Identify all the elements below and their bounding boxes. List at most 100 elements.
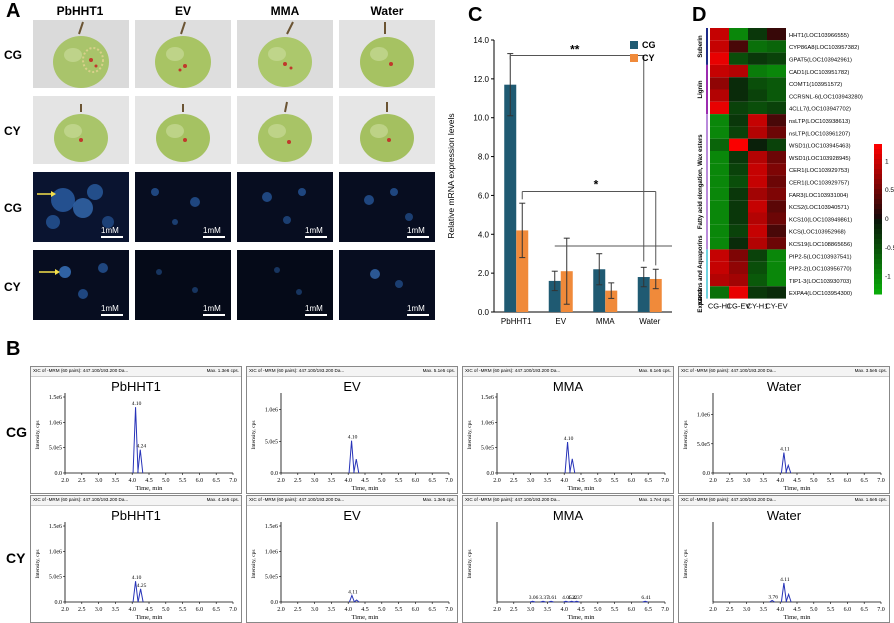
heatmap-cell [767, 286, 786, 299]
heatmap-cell [729, 212, 748, 225]
x-tick-label: 3.5 [112, 607, 120, 613]
panel-a-col-ev: EV [174, 4, 191, 18]
heatmap-cell [748, 114, 767, 127]
gene-label: KCS10(LOC103949861) [789, 217, 852, 223]
bar-cg [637, 277, 650, 312]
heatmap-cell [710, 237, 729, 250]
y-tick-label: 0.0 [271, 471, 279, 477]
heatmap-cell [729, 89, 748, 102]
heatmap-cell [767, 64, 786, 78]
heatmap-cell [729, 101, 748, 115]
colorbar-segment [874, 169, 882, 175]
y-axis-label: Intensity, cps [251, 421, 257, 450]
x-tick-label: 5.0 [810, 607, 818, 613]
apple-photo-cg-ev [135, 20, 231, 88]
heatmap-cell [748, 249, 767, 262]
x-tick-label: 3.0 [311, 478, 319, 484]
heatmap-cell [767, 138, 786, 151]
x-tick-label: 4.5 [577, 478, 585, 484]
apple-photo-cy-water [339, 96, 435, 164]
colorbar-segment [874, 219, 882, 225]
legend-swatch-cy [630, 54, 638, 62]
xic-label: XIC of -MRM (60 pairs): 447.100/193.200 … [33, 368, 129, 373]
group-label: Fatty acid elongation, Wax esters [698, 134, 704, 229]
x-tick-label: 5.5 [395, 607, 403, 613]
x-tick-label: 4.5 [577, 607, 585, 613]
gene-label: KCS19(LOC108865656) [789, 242, 852, 248]
colorbar-tick-label: 1 [885, 158, 889, 165]
heatmap-cell [748, 237, 767, 250]
heatmap-cell [729, 114, 748, 127]
x-tick-label: 5.0 [810, 478, 818, 484]
x-tick-label: 7.0 [445, 478, 453, 484]
y-tick-label: 1.0e6 [49, 420, 62, 426]
gene-label: FAR3(LOC103931004) [789, 193, 848, 199]
chromatogram-peak [353, 599, 360, 603]
fluorescence-photo-cg-ev: 1mM [135, 172, 231, 242]
x-tick-label: 6.0 [196, 607, 204, 613]
colorbar-segment [874, 249, 882, 255]
group-label: Expansins and Aquaporins [698, 235, 704, 313]
scale-bar: 1mM [407, 304, 429, 316]
x-tick-label: 4.5 [793, 607, 801, 613]
x-tick-label: 2.5 [78, 478, 86, 484]
colorbar-tick-label: -1 [885, 274, 891, 281]
x-tick-label: 2.0 [709, 607, 717, 613]
heatmap-cell [729, 40, 748, 53]
chromatogram-title: EV [343, 379, 361, 394]
x-tick-label: 6.0 [412, 607, 420, 613]
peak-label: 6.41 [641, 595, 651, 601]
chromatogram-header: XIC of -MRM (60 pairs): 447.100/193.200 … [679, 367, 889, 377]
x-axis-label: Time, min [352, 485, 380, 492]
heatmap-cell [710, 286, 729, 299]
colorbar-segment [874, 184, 882, 190]
y-tick-label: 1.5e6 [481, 395, 494, 401]
chromatogram-peak [564, 442, 571, 474]
chromatogram-mma-cg: XIC of -MRM (60 pairs): 447.100/193.200 … [462, 366, 674, 494]
x-tick-label: 6.0 [412, 478, 420, 484]
panel-b-row-cg: CG [6, 424, 27, 440]
x-tick-label: 5.5 [611, 478, 619, 484]
x-axis-label: Time, min [136, 614, 164, 621]
scale-bar: 1mM [203, 304, 225, 316]
chromatogram-peak [548, 600, 554, 603]
y-tick-label: 12.0 [473, 75, 489, 84]
gene-label: CAD1(LOC103951782) [789, 70, 849, 76]
x-tick-label: 2.0 [277, 607, 285, 613]
max-label: Max. 5.1e5 cps. [422, 368, 455, 373]
y-tick-label: 2.0 [478, 269, 490, 278]
gene-label: CER1(LOC103929757) [789, 180, 849, 186]
heatmap-cell [748, 200, 767, 213]
heatmap-cell [748, 274, 767, 287]
y-tick-label: 0.0 [703, 471, 711, 477]
heatmap-cell [748, 101, 767, 115]
bar-cy [516, 230, 529, 312]
max-label: Max. 1.6e5 cps. [854, 497, 887, 502]
chromatogram-peak [540, 600, 546, 603]
heatmap-cell [767, 28, 786, 41]
colorbar-segment [874, 269, 882, 275]
y-tick-label: 1.5e6 [49, 395, 62, 401]
heatmap-cell [710, 175, 729, 188]
x-tick-label: 7.0 [661, 607, 669, 613]
chromatogram-peak [137, 588, 144, 603]
fluorescence-photo-cg-pbhht1: 1mM [33, 172, 129, 242]
heatmap-cell [729, 187, 748, 201]
peak-label: 4.24 [136, 444, 146, 450]
x-tick-label: 2.0 [493, 607, 501, 613]
scale-bar: 1mM [203, 226, 225, 238]
peak-label: 4.22 [568, 595, 578, 601]
heatmap-cell [710, 163, 729, 176]
chromatogram-peak [785, 592, 792, 603]
heatmap-cell [767, 200, 786, 213]
xic-label: XIC of -MRM (60 pairs): 447.100/193.200 … [465, 368, 561, 373]
colorbar-segment [874, 209, 882, 215]
heatmap-column-label: CY-H1 [747, 302, 769, 311]
heatmap-cell [710, 274, 729, 287]
chromatogram-title: EV [343, 508, 361, 523]
heatmap-cell [767, 187, 786, 201]
heatmap-cell [748, 28, 767, 41]
chromatogram-pbhht1-cy: XIC of -MRM (60 pairs): 447.100/193.200 … [30, 495, 242, 623]
relative-expression-bar-chart: 0.0 2.0 4.0 6.0 8.0 10.0 12.0 14.0 Relative mRNA… [446, 36, 672, 326]
x-tick-label: 4.0 [344, 607, 352, 613]
